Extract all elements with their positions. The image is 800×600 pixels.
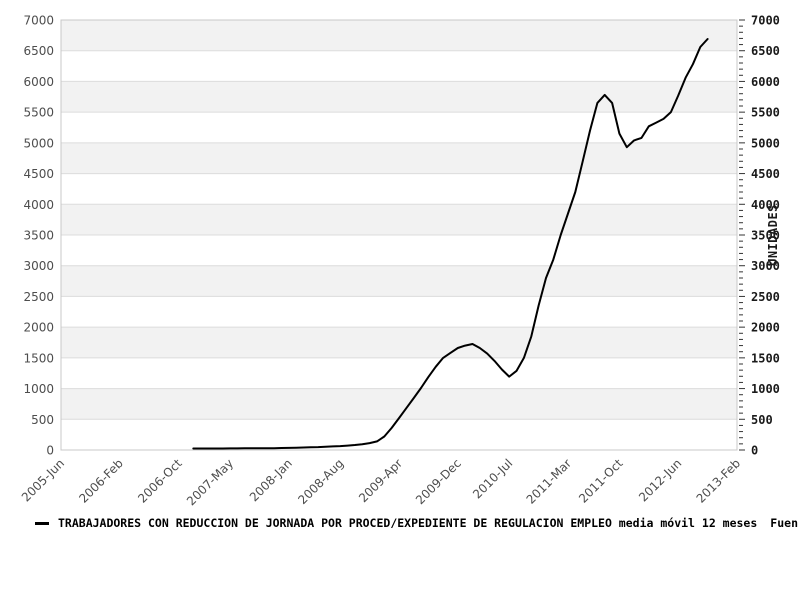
x-axis-label: 2013-Feb: [694, 456, 744, 506]
data-line-series: [192, 38, 709, 450]
y-axis-label-right: 5500: [751, 106, 780, 120]
y-axis-label-left: 7000: [23, 14, 54, 28]
legend-source-text-cutoff: Fuen: [770, 516, 798, 530]
y-axis-label-left: 1000: [23, 382, 54, 396]
y-axis-label-left: 4500: [23, 167, 54, 181]
plot-band: [61, 81, 737, 113]
x-axis-label: 2005-Jun: [19, 456, 67, 504]
x-axis-label: 2009-Dec: [413, 456, 464, 507]
plot-band: [61, 388, 737, 420]
y-axis-label-left: 6500: [23, 44, 54, 58]
y-axis-label-right: 1500: [751, 351, 780, 365]
x-axis-label: 2007-May: [184, 456, 236, 508]
y-axis-label-left: 4000: [23, 198, 54, 212]
x-axis-label: 2011-Oct: [576, 456, 626, 506]
y-axis-label-right: 4000: [751, 198, 780, 212]
y-axis-label-right: 6000: [751, 75, 780, 89]
x-axis-label: 2010-Jul: [470, 456, 515, 501]
y-axis-label-right: 5000: [751, 136, 780, 150]
x-axis-label: 2006-Feb: [76, 456, 126, 506]
y-axis-label-right: 3000: [751, 259, 780, 273]
plot-band: [61, 265, 737, 297]
y-axis-label-right: 2500: [751, 290, 780, 304]
y-axis-label-left: 0: [46, 444, 54, 458]
y-axis-label-left: 500: [31, 413, 54, 427]
legend-series-label: TRABAJADORES CON REDUCCION DE JORNADA PO…: [58, 516, 758, 530]
plot-band: [61, 20, 737, 51]
y-axis-label-right: 500: [751, 413, 773, 427]
y-axis-label-right: 0: [751, 444, 758, 458]
y-axis-label-left: 5500: [23, 106, 54, 120]
y-axis-label-left: 3000: [23, 259, 54, 273]
y-axis-title-right: UNIDADES: [766, 204, 780, 266]
y-axis-label-right: 6500: [751, 44, 780, 58]
y-axis-label-left: 2000: [23, 321, 54, 335]
y-axis-label-left: 3500: [23, 229, 54, 243]
x-axis-label: 2012-Jun: [636, 456, 684, 504]
y-axis-label-left: 1500: [23, 351, 54, 365]
y-axis-label-right: 7000: [751, 14, 780, 28]
y-axis-label-left: 5000: [23, 136, 54, 150]
x-axis-label: 2008-Jan: [247, 456, 295, 504]
plot-band: [61, 327, 737, 358]
legend-line-marker-icon: [35, 521, 49, 525]
chart-legend: TRABAJADORES CON REDUCCION DE JORNADA PO…: [35, 513, 800, 533]
y-axis-label-right: 4500: [751, 167, 780, 181]
plot-band: [61, 204, 737, 235]
x-axis-label: 2008-Aug: [295, 456, 346, 507]
y-axis-label-right: 2000: [751, 321, 780, 335]
y-axis-label-left: 2500: [23, 290, 54, 304]
plot-border: [60, 19, 738, 451]
y-axis-label-right: 1000: [751, 382, 780, 396]
y-axis-label-right: 3500: [751, 229, 780, 243]
x-axis-label: 2011-Mar: [524, 456, 575, 507]
x-axis-label: 2006-Oct: [135, 456, 185, 506]
y-axis-label-left: 6000: [23, 75, 54, 89]
plot-band: [61, 142, 737, 174]
x-axis-label: 2009-Apr: [356, 456, 405, 505]
